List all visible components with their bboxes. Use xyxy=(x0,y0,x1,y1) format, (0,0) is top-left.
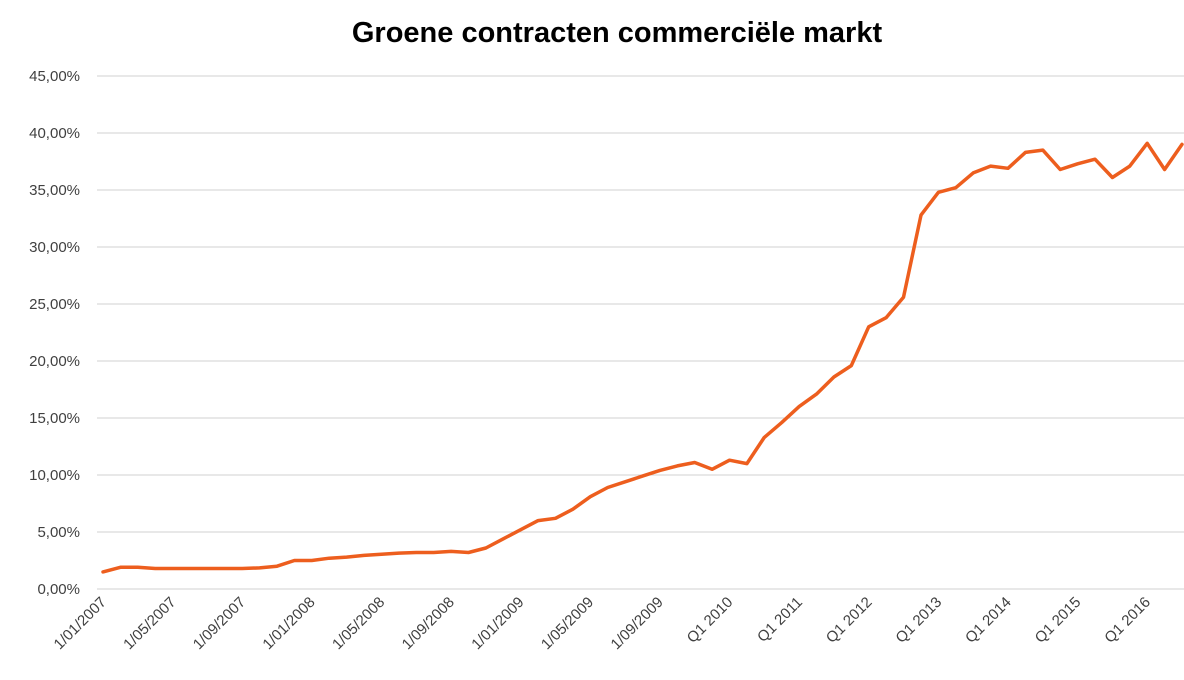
y-tick-label: 30,00% xyxy=(29,239,80,256)
x-tick-label: 1/01/2009 xyxy=(468,594,527,653)
x-tick-label: 1/09/2008 xyxy=(399,594,458,653)
y-tick-label: 35,00% xyxy=(29,182,80,199)
x-tick-label: 1/05/2009 xyxy=(538,594,597,653)
y-tick-label: 15,00% xyxy=(29,410,80,427)
y-tick-label: 10,00% xyxy=(29,467,80,484)
x-tick-label: Q1 2016 xyxy=(1101,594,1154,647)
x-tick-label: 1/01/2008 xyxy=(259,594,318,653)
x-tick-label: Q1 2010 xyxy=(684,594,737,647)
x-tick-label: 1/05/2008 xyxy=(329,594,388,653)
y-tick-label: 40,00% xyxy=(29,125,80,142)
x-tick-label: 1/09/2009 xyxy=(608,594,667,653)
chart-title: Groene contracten commerciële markt xyxy=(352,17,883,49)
data-line xyxy=(101,141,1184,574)
x-tick-label: 1/05/2007 xyxy=(120,594,179,653)
y-tick-label: 0,00% xyxy=(37,581,80,598)
x-tick-label: Q1 2011 xyxy=(754,594,806,646)
x-tick-label: Q1 2014 xyxy=(962,594,1015,647)
y-tick-label: 5,00% xyxy=(37,524,80,541)
y-tick-label: 45,00% xyxy=(29,68,80,85)
x-tick-label: Q1 2012 xyxy=(823,594,876,647)
y-tick-label: 20,00% xyxy=(29,353,80,370)
x-tick-label: Q1 2015 xyxy=(1032,594,1085,647)
x-tick-label: 1/01/2007 xyxy=(51,594,110,653)
y-tick-label: 25,00% xyxy=(29,296,80,313)
x-tick-label: 1/09/2007 xyxy=(190,594,249,653)
x-tick-label: Q1 2013 xyxy=(892,594,945,647)
